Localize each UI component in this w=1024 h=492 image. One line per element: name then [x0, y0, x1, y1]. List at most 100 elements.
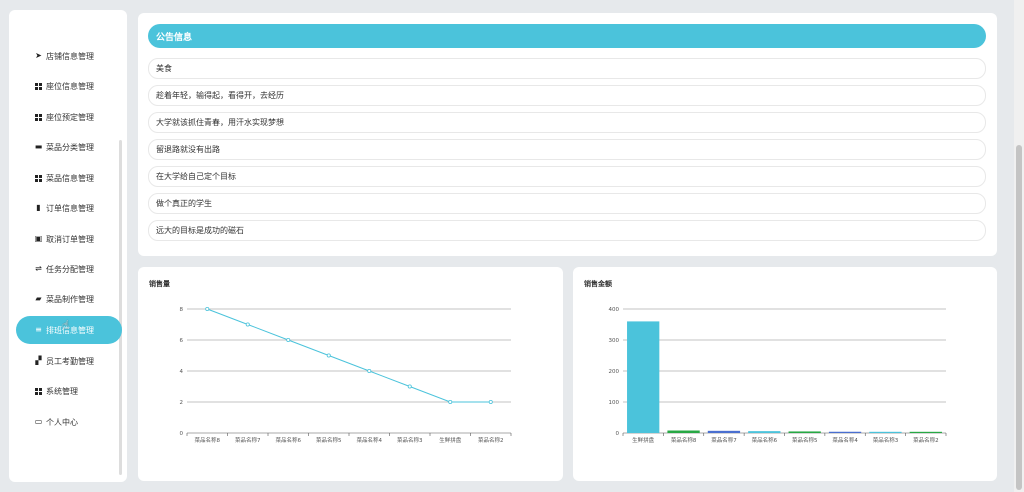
- grid-icon: [34, 387, 43, 396]
- y-tick-label: 0: [180, 431, 184, 437]
- grid-icon: [34, 174, 43, 183]
- monitor-icon: ▬: [34, 142, 43, 151]
- mouse-cursor-icon: ☝: [62, 318, 70, 332]
- sidebar-item-label: 座位信息管理: [46, 81, 94, 91]
- notice-header: 公告信息: [148, 24, 986, 48]
- x-tick-label: 菜品名称6: [276, 436, 302, 444]
- bar: [667, 430, 700, 433]
- bar: [828, 431, 862, 433]
- sidebar-item-label: 个人中心: [46, 417, 78, 427]
- sidebar-item[interactable]: 菜品信息管理: [16, 166, 122, 190]
- bar: [627, 321, 660, 433]
- sidebar-item-label: 订单信息管理: [46, 203, 94, 213]
- sliders-icon: ⇌: [35, 264, 42, 273]
- x-tick-label: 菜品名称8: [195, 436, 221, 444]
- data-point: [286, 338, 291, 343]
- x-tick-label: 菜品名称8: [671, 436, 697, 444]
- x-tick-label: 菜品名称3: [397, 436, 423, 444]
- y-tick-label: 0: [616, 431, 620, 437]
- y-tick-label: 6: [180, 338, 184, 344]
- sales-amount-chart-title: 销售金额: [584, 280, 612, 288]
- notice-item[interactable]: 留退路就没有出路: [148, 139, 986, 160]
- sidebar-item-label: 座位预定管理: [46, 112, 94, 122]
- sidebar-item-label: 菜品信息管理: [46, 173, 94, 183]
- data-point: [367, 369, 372, 374]
- sidebar-item[interactable]: ➤ 店铺信息管理: [16, 44, 122, 68]
- bar: [748, 431, 781, 433]
- sidebar-item-label: 员工考勤管理: [46, 356, 94, 366]
- x-tick-label: 菜品名称2: [913, 436, 939, 444]
- y-tick-label: 4: [180, 369, 184, 375]
- sidebar: ➤ 店铺信息管理 座位信息管理 座位预定管理 ▬ 菜品分类管理 菜品信息管理 ▮ 订单信息管理 ▣…: [9, 10, 127, 482]
- ticket-icon: ▞: [35, 356, 42, 365]
- data-point: [448, 399, 453, 404]
- sidebar-item-label: 取消订单管理: [46, 234, 94, 244]
- data-point: [205, 307, 210, 312]
- bar: [909, 431, 942, 433]
- x-tick-label: 菜品名称5: [792, 436, 818, 444]
- series-line: [207, 308, 491, 403]
- sidebar-scrollbar[interactable]: [119, 140, 122, 475]
- grid-icon: [34, 82, 43, 91]
- sidebar-item[interactable]: ▰ 菜品制作管理: [16, 287, 122, 311]
- x-tick-label: 菜品名称2: [478, 436, 504, 444]
- sales-count-chart-title: 销售量: [149, 280, 170, 288]
- notice-card: 公告信息 美食趁着年轻，输得起，看得开，去经历 大学就该抓住青春，用汗水实现梦想留…: [138, 13, 997, 256]
- notice-item[interactable]: 大学就该抓住青春，用汗水实现梦想: [148, 112, 986, 133]
- grid-icon: [34, 113, 43, 122]
- sidebar-item[interactable]: ⇌ 任务分配管理: [16, 257, 122, 281]
- bar-chart-icon: ▮: [36, 203, 41, 212]
- sales-count-chart-card: 销售量 0 2 4 6 8 菜品名称8 菜品名称7 菜品名称6 菜品名称5 菜品名称4 菜品名称3 生…: [138, 267, 563, 481]
- sales-count-line-chart: 0 2 4 6 8 菜品名称8 菜品名称7 菜品名称6 菜品名称5 菜品名称4 菜品名称3 生鲜拼盘 菜…: [180, 307, 512, 444]
- y-tick-label: 400: [609, 307, 620, 313]
- sidebar-item[interactable]: ▬ 菜品分类管理: [16, 135, 122, 159]
- sidebar-item-label: 系统管理: [46, 386, 78, 396]
- sidebar-item-label: 店铺信息管理: [46, 51, 94, 61]
- sidebar-item[interactable]: ≡ 排班信息管理: [16, 316, 122, 344]
- list-icon: ≡: [35, 325, 42, 334]
- bar: [869, 431, 902, 433]
- bar: [788, 431, 821, 433]
- sidebar-item-label: 菜品分类管理: [46, 142, 94, 152]
- y-tick-label: 200: [609, 369, 620, 375]
- x-tick-label: 生鲜拼盘: [632, 436, 655, 444]
- sidebar-item-label: 任务分配管理: [46, 264, 94, 274]
- sidebar-item[interactable]: ▞ 员工考勤管理: [16, 349, 122, 373]
- sidebar-item[interactable]: ▭ 个人中心: [16, 410, 122, 434]
- notice-item[interactable]: 美食: [148, 58, 986, 79]
- y-tick-label: 100: [609, 400, 620, 406]
- sidebar-item[interactable]: 座位预定管理: [16, 105, 122, 129]
- send-icon: ➤: [35, 51, 42, 60]
- notice-item[interactable]: 做个真正的学生: [148, 193, 986, 214]
- x-tick-label: 菜品名称4: [357, 436, 383, 444]
- x-tick-label: 生鲜拼盘: [439, 436, 462, 444]
- notice-item[interactable]: 远大的目标是成功的磁石: [148, 220, 986, 241]
- sidebar-item-label: 菜品制作管理: [46, 294, 94, 304]
- notice-item[interactable]: 趁着年轻，输得起，看得开，去经历: [148, 85, 986, 106]
- window-icon: ▭: [34, 417, 43, 426]
- x-tick-label: 菜品名称7: [711, 436, 737, 444]
- sidebar-item[interactable]: 系统管理: [16, 379, 122, 403]
- x-tick-label: 菜品名称6: [752, 436, 778, 444]
- cancel-order-icon: ▣: [34, 234, 43, 243]
- sidebar-item[interactable]: 座位信息管理: [16, 74, 122, 98]
- data-point: [488, 399, 493, 404]
- sidebar-item[interactable]: ▮ 订单信息管理: [16, 196, 122, 220]
- sidebar-item[interactable]: ▣ 取消订单管理: [16, 227, 122, 251]
- y-tick-label: 300: [609, 338, 620, 344]
- sales-amount-chart-card: 销售金额 0 100 200 300 400 生鲜拼盘 菜品名称8 菜品名称7 菜品名称6 菜品名…: [573, 267, 997, 481]
- y-tick-label: 8: [180, 307, 184, 313]
- x-tick-label: 菜品名称3: [873, 436, 899, 444]
- sales-amount-bar-chart: 0 100 200 300 400 生鲜拼盘 菜品名称8 菜品名称7 菜品名称6 菜品名称5 菜品名…: [609, 307, 947, 444]
- data-point: [326, 353, 331, 358]
- data-point: [407, 384, 412, 389]
- y-tick-label: 2: [180, 400, 184, 406]
- data-point: [245, 322, 250, 327]
- x-tick-label: 菜品名称7: [235, 436, 261, 444]
- page-scrollbar-thumb[interactable]: [1016, 145, 1022, 490]
- page-scrollbar[interactable]: [1014, 0, 1024, 492]
- x-tick-label: 菜品名称5: [316, 436, 342, 444]
- notice-item[interactable]: 在大学给自己定个目标: [148, 166, 986, 187]
- chat-icon: ▰: [35, 294, 42, 303]
- x-tick-label: 菜品名称4: [832, 436, 858, 444]
